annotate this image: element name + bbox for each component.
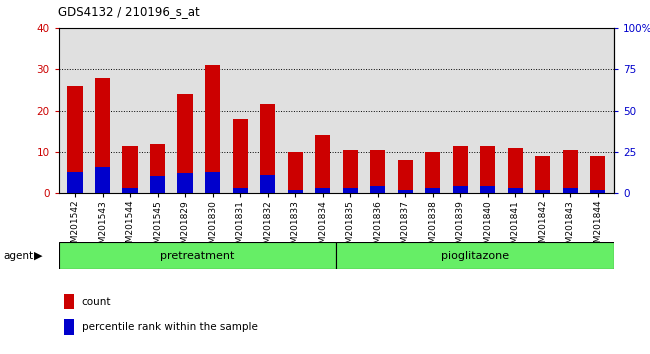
Bar — [398, 190, 413, 193]
Text: pretreatment: pretreatment — [161, 251, 235, 261]
Text: percentile rank within the sample: percentile rank within the sample — [82, 322, 257, 332]
Bar — [370, 150, 385, 193]
Bar — [150, 177, 165, 193]
Bar — [205, 65, 220, 193]
Text: count: count — [82, 297, 111, 307]
Text: pioglitazone: pioglitazone — [441, 251, 510, 261]
Bar — [233, 188, 248, 193]
Bar — [177, 173, 192, 193]
Bar — [205, 172, 220, 193]
Bar — [315, 135, 330, 193]
Bar — [177, 94, 192, 193]
Bar — [343, 188, 358, 193]
Bar — [535, 190, 551, 193]
Bar — [287, 190, 303, 193]
Bar — [480, 186, 495, 193]
Bar — [452, 145, 468, 193]
Text: GDS4132 / 210196_s_at: GDS4132 / 210196_s_at — [58, 5, 200, 18]
Bar — [337, 242, 614, 269]
Bar — [563, 150, 578, 193]
Bar — [563, 188, 578, 193]
Text: agent: agent — [3, 251, 33, 261]
Bar — [508, 188, 523, 193]
Bar — [260, 104, 275, 193]
Bar — [95, 167, 110, 193]
Bar — [590, 156, 605, 193]
Bar — [370, 186, 385, 193]
Text: ▶: ▶ — [34, 251, 42, 261]
Bar — [64, 294, 74, 309]
Bar — [150, 144, 165, 193]
Bar — [287, 152, 303, 193]
Bar — [590, 190, 605, 193]
Bar — [452, 186, 468, 193]
Bar — [315, 188, 330, 193]
Bar — [508, 148, 523, 193]
Bar — [260, 175, 275, 193]
Bar — [425, 188, 440, 193]
Bar — [64, 319, 74, 335]
Bar — [122, 145, 138, 193]
Bar — [68, 86, 83, 193]
Bar — [122, 188, 138, 193]
Bar — [58, 242, 337, 269]
Bar — [425, 152, 440, 193]
Bar — [398, 160, 413, 193]
Bar — [343, 150, 358, 193]
Bar — [480, 145, 495, 193]
Bar — [535, 156, 551, 193]
Bar — [233, 119, 248, 193]
Bar — [95, 78, 110, 193]
Bar — [68, 172, 83, 193]
